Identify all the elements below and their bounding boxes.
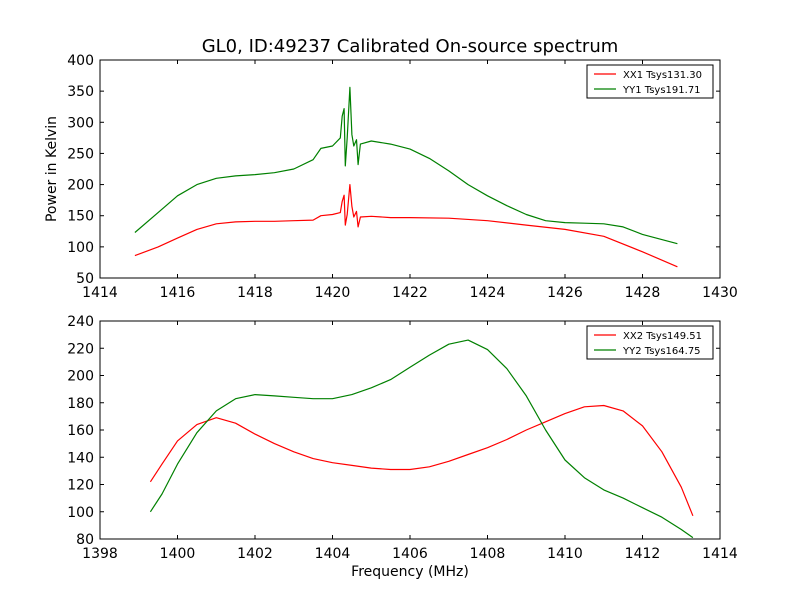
- y-tick-label: 300: [67, 115, 94, 131]
- y-tick-label: 80: [76, 532, 94, 548]
- x-tick-label: 1422: [392, 285, 428, 301]
- y-tick-label: 100: [67, 240, 94, 256]
- legend-box: [586, 64, 714, 99]
- x-tick-label: 1400: [160, 546, 196, 562]
- legend-label: YY2 Tsys164.75: [622, 346, 701, 357]
- series-line-yy1: [134, 86, 678, 245]
- x-tick-label: 1412: [625, 546, 661, 562]
- y-tick-label: 150: [67, 209, 94, 225]
- legend-label: XX2 Tsys149.51: [623, 331, 702, 342]
- x-tick-label: 1402: [237, 546, 273, 562]
- y-tick-label: 160: [67, 423, 94, 439]
- series-line-xx2: [149, 404, 694, 517]
- y-tick-label: 100: [67, 505, 94, 521]
- x-tick-label: 1428: [625, 285, 661, 301]
- y-tick-label: 50: [76, 271, 94, 287]
- x-axis-label: Frequency (MHz): [351, 564, 469, 580]
- x-tick-label: 1430: [702, 285, 738, 301]
- y-tick-label: 180: [67, 396, 94, 412]
- chart-title: GL0, ID:49237 Calibrated On-source spect…: [202, 36, 619, 57]
- x-tick-label: 1410: [547, 546, 583, 562]
- y-tick-label: 200: [67, 369, 94, 385]
- top-plot: 1414 1416 1418 1420 1422 1424 1426 1428 1430 50 10…: [67, 53, 738, 301]
- y-tick-label: 240: [67, 314, 94, 330]
- x-tick-label: 1406: [392, 546, 428, 562]
- series-line-xx1: [134, 184, 678, 268]
- bottom-plot: 1398 1400 1402 1404 1406 1408 1410 1412 1414 80 10…: [67, 314, 738, 562]
- y-tick-label: 200: [67, 178, 94, 194]
- y-axis-label: Power in Kelvin: [44, 116, 60, 222]
- y-tick-label: 250: [67, 146, 94, 162]
- legend-label: YY1 Tsys191.71: [622, 85, 701, 96]
- x-tick-label: 1408: [470, 546, 506, 562]
- y-tick-label: 140: [67, 450, 94, 466]
- y-tick-label: 350: [67, 84, 94, 100]
- x-tick-label: 1414: [702, 546, 738, 562]
- legend: XX2 Tsys149.51 YY2 Tsys164.75: [586, 325, 714, 360]
- legend-label: XX1 Tsys131.30: [623, 70, 702, 81]
- legend-box: [586, 325, 714, 360]
- y-tick-label: 120: [67, 478, 94, 494]
- x-tick-label: 1398: [82, 546, 118, 562]
- x-tick-label: 1404: [315, 546, 351, 562]
- x-tick-label: 1426: [547, 285, 583, 301]
- x-tick-label: 1416: [160, 285, 196, 301]
- y-tick-label: 400: [67, 53, 94, 69]
- x-tick-label: 1420: [315, 285, 351, 301]
- x-tick-label: 1424: [470, 285, 506, 301]
- y-tick-label: 220: [67, 341, 94, 357]
- series-line-yy2: [149, 339, 694, 539]
- x-tick-label: 1414: [82, 285, 118, 301]
- x-tick-label: 1418: [237, 285, 273, 301]
- legend: XX1 Tsys131.30 YY1 Tsys191.71: [586, 64, 714, 99]
